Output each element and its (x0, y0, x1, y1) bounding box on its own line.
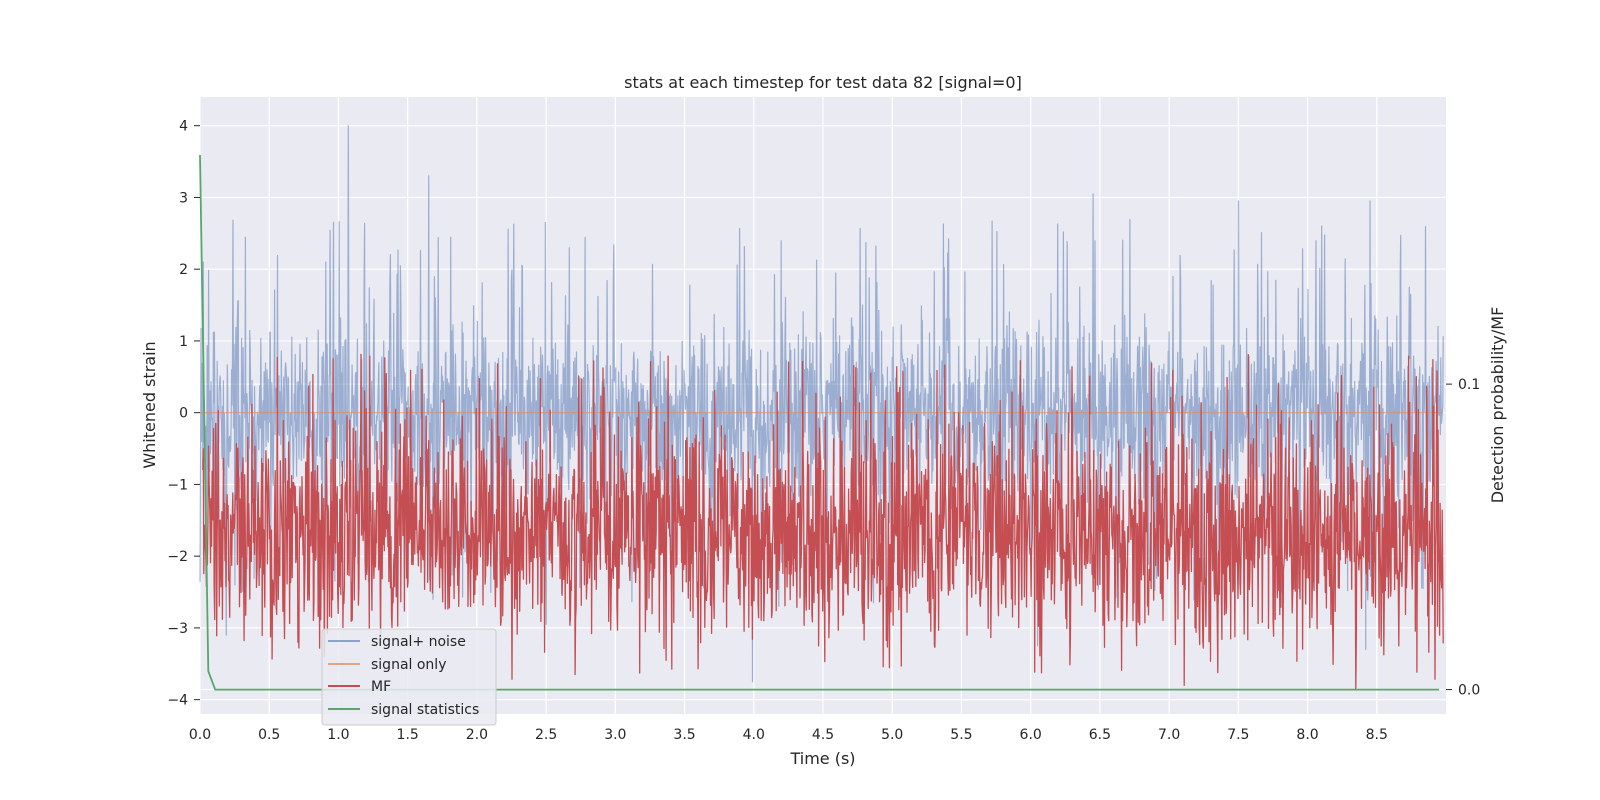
x-tick-label: 0.0 (189, 727, 211, 743)
x-tick-label: 7.0 (1158, 727, 1180, 743)
y-tick-label: 4 (179, 119, 188, 135)
x-tick-label: 1.5 (397, 727, 419, 743)
chart-title: stats at each timestep for test data 82 … (624, 73, 1022, 92)
legend-label-signal-only: signal only (371, 657, 446, 673)
y-tick-label: −2 (167, 549, 188, 565)
y-tick-label: −1 (167, 477, 188, 493)
x-axis-label: Time (s) (789, 749, 855, 768)
legend-label-signal-statistics: signal statistics (371, 702, 479, 718)
x-tick-label: 7.5 (1227, 727, 1249, 743)
x-tick-label: 2.5 (535, 727, 557, 743)
x-tick-label: 8.0 (1296, 727, 1318, 743)
legend: signal+ noise signal only MF signal stat… (321, 628, 497, 726)
y-tick-label: 2 (179, 262, 188, 278)
y-tick-label: 0 (179, 406, 188, 422)
ticks: 0.0 0.5 1.0 1.5 2.0 2.5 3.0 3.5 4.0 4.5 5.0 5.5 6.0 6… (167, 119, 1480, 743)
y-tick-label: −4 (167, 693, 188, 709)
y-tick-label: 1 (179, 334, 188, 350)
y-right-tick-label: 0.1 (1458, 377, 1480, 393)
y-right-tick-label: 0.0 (1458, 683, 1480, 699)
x-tick-label: 3.0 (604, 727, 626, 743)
y-axis-label: Whitened strain (140, 341, 159, 468)
x-tick-label: 2.0 (466, 727, 488, 743)
x-tick-label: 3.5 (673, 727, 695, 743)
legend-label-mf: MF (371, 679, 391, 695)
x-tick-label: 5.5 (950, 727, 972, 743)
x-tick-label: 1.0 (327, 727, 349, 743)
x-tick-label: 4.5 (812, 727, 834, 743)
x-tick-label: 6.0 (1020, 727, 1042, 743)
x-tick-label: 8.5 (1366, 727, 1388, 743)
series-mf-line (202, 353, 1444, 691)
y-axis-right-label: Detection probability/MF (1488, 307, 1507, 504)
x-tick-label: 0.5 (258, 727, 280, 743)
x-tick-label: 5.0 (881, 727, 903, 743)
y-tick-label: −3 (167, 621, 188, 637)
legend-label-signal-noise: signal+ noise (371, 634, 466, 650)
y-tick-label: 3 (179, 190, 188, 206)
x-tick-label: 4.0 (743, 727, 765, 743)
series-layer (199, 125, 1444, 691)
series-signal-statistics-line (199, 154, 1440, 691)
series-signal-noise-line (199, 125, 1444, 683)
legend-box (321, 628, 497, 726)
x-tick-label: 6.5 (1089, 727, 1111, 743)
